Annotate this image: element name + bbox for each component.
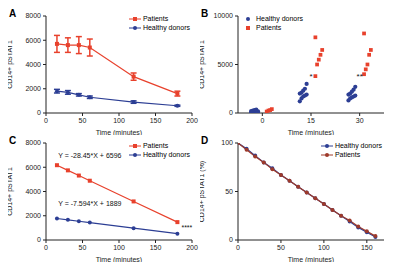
html-text:D: D bbox=[201, 135, 209, 146]
svg-text:0: 0 bbox=[44, 244, 48, 251]
svg-text:100: 100 bbox=[221, 139, 233, 146]
svg-text:Time (minutes): Time (minutes) bbox=[96, 256, 142, 262]
svg-text:50: 50 bbox=[225, 188, 233, 195]
svg-text:Time (minutes): Time (minutes) bbox=[288, 129, 334, 135]
svg-text:CD14+ pSTAT1: CD14+ pSTAT1 bbox=[8, 167, 14, 216]
html-text:B: B bbox=[201, 8, 209, 19]
svg-text:150: 150 bbox=[150, 117, 162, 124]
svg-text:150: 150 bbox=[150, 244, 162, 251]
svg-text:100: 100 bbox=[113, 117, 125, 124]
svg-text:0: 0 bbox=[236, 244, 240, 251]
svg-text:****: **** bbox=[181, 224, 192, 231]
svg-text:*: * bbox=[309, 72, 312, 81]
svg-text:8000: 8000 bbox=[25, 139, 41, 146]
svg-text:4000: 4000 bbox=[25, 188, 41, 195]
svg-text:0: 0 bbox=[229, 109, 233, 116]
html-text:Healthy donors: Healthy donors bbox=[256, 15, 304, 22]
svg-text:2000: 2000 bbox=[25, 85, 41, 92]
svg-text:Y = -7.594*X + 1889: Y = -7.594*X + 1889 bbox=[58, 200, 121, 207]
svg-text:50: 50 bbox=[79, 244, 87, 251]
svg-text:5000: 5000 bbox=[217, 61, 233, 68]
svg-text:6000: 6000 bbox=[25, 37, 41, 44]
svg-text:CD14+ pSTAT1: CD14+ pSTAT1 bbox=[200, 40, 206, 89]
svg-text:200: 200 bbox=[186, 117, 198, 124]
svg-text:0: 0 bbox=[229, 236, 233, 243]
html-text:Patients: Patients bbox=[142, 15, 169, 22]
svg-text:CD14+ pSTAT1: CD14+ pSTAT1 bbox=[8, 40, 14, 89]
svg-text:30: 30 bbox=[356, 117, 364, 124]
svg-text:Time (minutes): Time (minutes) bbox=[288, 256, 334, 262]
svg-text:50: 50 bbox=[277, 244, 285, 251]
svg-text:50: 50 bbox=[79, 117, 87, 124]
html-text:Healthy donors: Healthy donors bbox=[142, 24, 190, 31]
svg-text:8000: 8000 bbox=[25, 12, 41, 19]
svg-text:15: 15 bbox=[307, 117, 315, 124]
html-text:Patients: Patients bbox=[142, 142, 169, 149]
html-text:Patients: Patients bbox=[334, 151, 361, 158]
html-text:Healthy donors: Healthy donors bbox=[142, 151, 190, 158]
html-text:A: A bbox=[9, 8, 17, 19]
svg-text:4000: 4000 bbox=[25, 61, 41, 68]
svg-text:0: 0 bbox=[37, 236, 41, 243]
svg-text:0: 0 bbox=[37, 109, 41, 116]
svg-text:0: 0 bbox=[44, 117, 48, 124]
svg-text:10000: 10000 bbox=[214, 12, 234, 19]
html-text:C: C bbox=[9, 135, 17, 146]
svg-text:Y = -28.45*X + 6596: Y = -28.45*X + 6596 bbox=[58, 152, 121, 159]
svg-text:**: ** bbox=[357, 72, 363, 81]
svg-text:0: 0 bbox=[260, 117, 264, 124]
svg-text:100: 100 bbox=[318, 244, 330, 251]
html-text:Patients: Patients bbox=[256, 24, 282, 31]
svg-text:6000: 6000 bbox=[25, 164, 41, 171]
svg-text:100: 100 bbox=[113, 244, 125, 251]
html-text:Healthy donors: Healthy donors bbox=[334, 142, 382, 149]
svg-text:2000: 2000 bbox=[25, 212, 41, 219]
svg-text:150: 150 bbox=[361, 244, 373, 251]
svg-text:CD14+ pSTAT1 (%): CD14+ pSTAT1 (%) bbox=[200, 161, 206, 222]
svg-text:Time (minutes): Time (minutes) bbox=[96, 129, 142, 135]
svg-text:200: 200 bbox=[186, 244, 198, 251]
